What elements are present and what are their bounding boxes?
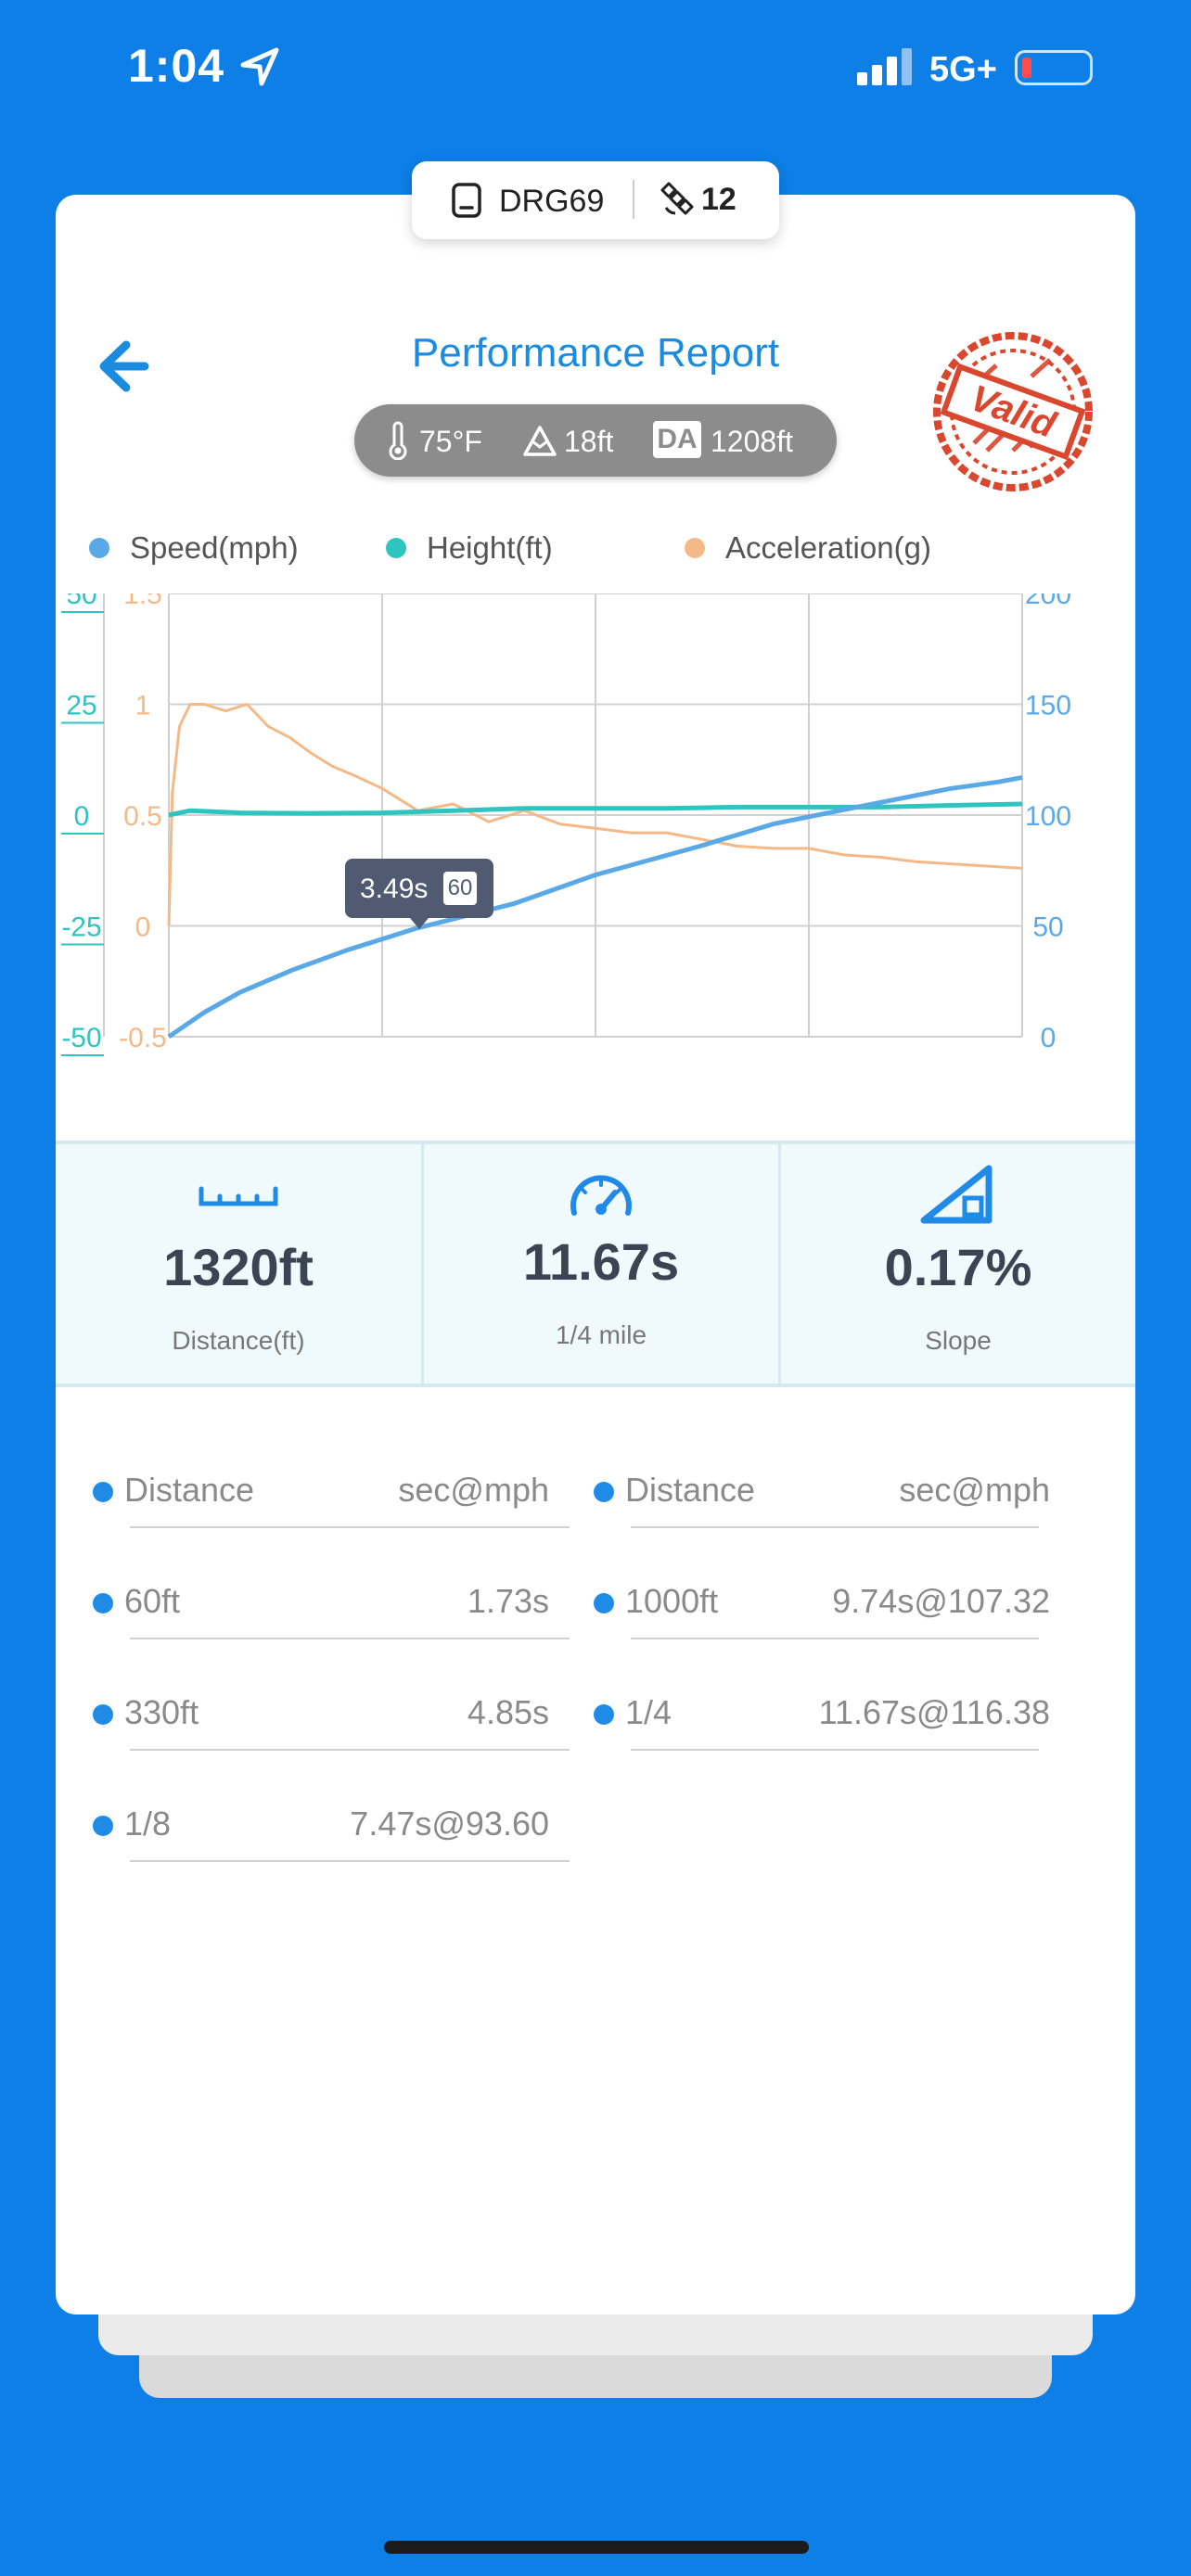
accel-tick-label: 0: [135, 912, 151, 943]
stat-distance-label: Distance(ft): [172, 1326, 305, 1355]
stat-quarter-mile: 11.67s 1/4 mile: [424, 1144, 778, 1384]
status-time: 1:04: [128, 40, 225, 92]
split-value: 9.74s@107.32: [832, 1582, 1050, 1620]
location-arrow-icon: [240, 47, 279, 86]
stat-slope: 0.17% Slope: [781, 1144, 1135, 1384]
series-line-acceleration: [167, 703, 1023, 926]
legend-acceleration-label: Acceleration(g): [725, 530, 931, 565]
splits-table: Distance sec@mph 60ft 1.73s 330ft 4.85s …: [56, 1471, 1135, 1934]
page-title: Performance Report: [411, 330, 780, 376]
series-line-speed: [167, 774, 1023, 1039]
ruler-icon: [198, 1186, 278, 1206]
split-key: 1/8: [124, 1804, 172, 1843]
right-header-key: Distance: [625, 1471, 756, 1509]
speed-tick-label: 200: [1025, 593, 1071, 610]
stat-quarter-mile-value: 11.67s: [522, 1232, 680, 1291]
height-tick-label: -25: [61, 912, 101, 943]
speed-tick-label: 150: [1025, 691, 1071, 721]
height-tick-label: -50: [61, 1023, 101, 1053]
legend-height-label: Height(ft): [427, 530, 553, 565]
tooltip-speed-badge: 60: [443, 872, 477, 905]
stat-slope-value: 0.17%: [884, 1238, 1032, 1296]
battery-icon: [1015, 50, 1093, 85]
report-card: Performance Report Valid 75°F 18ft: [56, 195, 1135, 2315]
accel-tick-label: -0.5: [119, 1023, 167, 1053]
accel-tick-label: 1.5: [123, 593, 162, 610]
split-key: 1000ft: [625, 1582, 719, 1620]
conditions-pill: 75°F 18ft DA 1208ft: [354, 404, 837, 477]
chart-tooltip: 3.49s 60: [345, 859, 493, 929]
slope-icon: [920, 1165, 992, 1224]
split-key: 1/4: [625, 1693, 672, 1731]
split-value: 1.73s: [467, 1582, 549, 1620]
stat-distance: 1320ft Distance(ft): [56, 1144, 421, 1384]
satellite-icon: [660, 182, 694, 215]
height-tick-label: 25: [66, 691, 96, 721]
speed-tick-label: 100: [1025, 801, 1071, 832]
tooltip-time: 3.49s: [360, 874, 429, 904]
da-badge: DA: [653, 421, 701, 458]
home-indicator: [384, 2541, 809, 2554]
height-tick-label: 50: [66, 593, 96, 610]
split-value: 4.85s: [467, 1693, 549, 1731]
device-name: DRG69: [499, 184, 605, 219]
legend-speed-dot: [89, 538, 109, 558]
thermometer-icon: [389, 421, 407, 460]
legend-height-dot: [386, 538, 406, 558]
network-type: 5G+: [929, 50, 997, 89]
split-value: 7.47s@93.60: [350, 1804, 549, 1843]
performance-chart[interactable]: 50 25 0 -25 -50 1.5 1 0.5 0 -0.5 200 150 100 50 0: [56, 593, 1135, 1113]
legend-acceleration-dot: [685, 538, 705, 558]
stat-distance-value: 1320ft: [163, 1238, 314, 1296]
device-pill[interactable]: DRG69 12: [412, 161, 779, 239]
device-icon: [452, 183, 481, 218]
stat-quarter-mile-label: 1/4 mile: [555, 1320, 647, 1349]
height-tick-label: 0: [74, 801, 90, 832]
speed-tick-label: 50: [1032, 912, 1063, 943]
stat-slope-label: Slope: [925, 1326, 992, 1355]
speed-tick-label: 0: [1041, 1023, 1057, 1053]
legend-speed-label: Speed(mph): [130, 530, 299, 565]
accel-tick-label: 1: [135, 691, 151, 721]
elevation-icon: [523, 426, 557, 456]
density-altitude-value: 1208ft: [711, 425, 793, 458]
pill-divider: [633, 180, 634, 219]
valid-stamp: Valid: [933, 332, 1093, 491]
accel-tick-label: 0.5: [123, 801, 162, 832]
cellular-signal-icon: [857, 48, 912, 85]
right-header-value: sec@mph: [899, 1471, 1050, 1509]
split-key: 60ft: [124, 1582, 181, 1620]
left-header-key: Distance: [124, 1471, 255, 1509]
summary-stats: 1320ft Distance(ft) 11.67s 1/4 mile 0.17…: [56, 1141, 1135, 1387]
elevation-value: 18ft: [564, 425, 614, 458]
left-header-value: sec@mph: [398, 1471, 549, 1509]
back-arrow-icon[interactable]: [83, 325, 176, 408]
stats-divider: [421, 1144, 424, 1384]
split-key: 330ft: [124, 1693, 199, 1731]
status-bar: 1:04 5G+: [0, 0, 1191, 139]
satellite-count: 12: [701, 182, 736, 217]
speedometer-icon: [570, 1175, 632, 1216]
temperature-value: 75°F: [419, 425, 482, 458]
split-value: 11.67s@116.38: [818, 1693, 1050, 1731]
stats-divider: [778, 1144, 781, 1384]
